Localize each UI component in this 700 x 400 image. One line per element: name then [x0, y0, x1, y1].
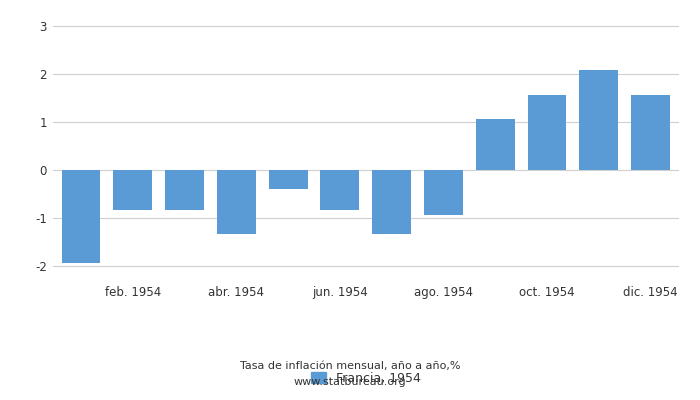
Bar	[165, 170, 204, 210]
Bar	[580, 70, 618, 170]
Text: www.statbureau.org: www.statbureau.org	[294, 377, 406, 387]
Bar	[631, 95, 670, 170]
Bar	[321, 170, 359, 210]
Bar	[62, 170, 100, 263]
Text: Tasa de inflación mensual, año a año,%: Tasa de inflación mensual, año a año,%	[239, 361, 461, 371]
Bar	[424, 170, 463, 215]
Bar	[217, 170, 256, 234]
Bar	[528, 95, 566, 170]
Bar	[476, 119, 514, 170]
Legend: Francia, 1954: Francia, 1954	[311, 372, 421, 385]
Bar	[113, 170, 152, 210]
Bar	[372, 170, 411, 234]
Bar	[269, 170, 307, 189]
